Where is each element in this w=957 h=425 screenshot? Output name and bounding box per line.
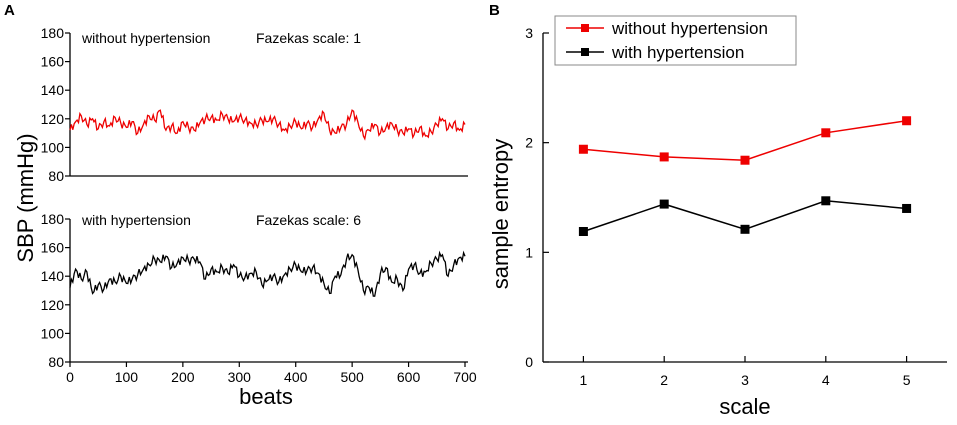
b-series-1-point-1 xyxy=(659,199,669,209)
a-bottom-ytick-label-3: 140 xyxy=(41,268,65,284)
a-top-ytick-label-5: 180 xyxy=(41,25,65,41)
a-x-axis-label: beats xyxy=(239,384,293,409)
panel-a-letter: A xyxy=(4,2,15,19)
b-xtick-label-0: 1 xyxy=(580,372,588,388)
b-series-0-point-0 xyxy=(578,144,588,154)
b-xtick-label-3: 4 xyxy=(822,372,830,388)
legend-label-1: with hypertension xyxy=(611,43,744,62)
a-bottom-y-ticks: 80 100 120 140 160 180 xyxy=(41,211,70,370)
b-series-group xyxy=(578,116,912,236)
a-bottom-series-line xyxy=(69,250,466,297)
b-ytick-label-1: 1 xyxy=(525,244,533,260)
b-xtick-label-1: 2 xyxy=(660,372,668,388)
b-series-line-0 xyxy=(583,119,907,161)
a-bottom-title: with hypertension xyxy=(81,212,191,228)
a-top-annotation: Fazekas scale: 1 xyxy=(256,30,361,46)
a-top-series-line xyxy=(69,109,466,141)
b-ytick-label-3: 3 xyxy=(525,25,533,41)
a-bottom-ytick-label-5: 180 xyxy=(41,211,65,227)
legend-marker-1 xyxy=(581,48,589,56)
a-y-axis-label: SBP (mmHg) xyxy=(13,133,38,262)
a-top-y-ticks: 80 100 120 140 160 180 xyxy=(41,25,70,184)
b-ytick-label-0: 0 xyxy=(525,354,533,370)
a-top-ytick-label-1: 100 xyxy=(41,139,65,155)
b-series-0-point-3 xyxy=(821,128,831,138)
a-bottom-xtick-label-5: 500 xyxy=(340,369,364,385)
b-ytick-label-2: 2 xyxy=(525,135,533,151)
b-y-axis-label: sample entropy xyxy=(488,139,513,289)
legend-marker-0 xyxy=(581,24,589,32)
panel-b-letter: B xyxy=(489,2,500,19)
b-x-axis-label: scale xyxy=(719,394,770,419)
a-bottom-xtick-label-2: 200 xyxy=(171,369,195,385)
a-top-ytick-label-4: 160 xyxy=(41,54,65,70)
a-bottom-xtick-label-6: 600 xyxy=(397,369,421,385)
b-xtick-label-2: 3 xyxy=(741,372,749,388)
a-bottom-annotation: Fazekas scale: 6 xyxy=(256,212,361,228)
a-top-ytick-label-3: 140 xyxy=(41,82,65,98)
a-bottom-xtick-label-7: 700 xyxy=(453,369,477,385)
b-xtick-label-4: 5 xyxy=(903,372,911,388)
a-bottom-xtick-label-4: 400 xyxy=(284,369,308,385)
a-bottom-ytick-label-0: 80 xyxy=(48,354,64,370)
b-series-1-point-3 xyxy=(821,196,831,206)
b-series-1-point-4 xyxy=(902,203,912,213)
b-series-0-point-1 xyxy=(659,152,669,162)
a-top-title: without hypertension xyxy=(81,30,210,46)
a-bottom-x-ticks: 0 100 200 300 400 500 600 700 xyxy=(66,362,477,385)
b-x-ticks: 1 2 3 4 5 xyxy=(580,356,911,388)
a-bottom-xtick-label-1: 100 xyxy=(115,369,139,385)
a-bottom-ytick-label-1: 100 xyxy=(41,325,65,341)
panel-b-chart: 0 1 2 3 1 2 3 4 5 scale sample entropy without … xyxy=(488,15,947,419)
b-y-ticks: 0 1 2 3 xyxy=(525,25,549,370)
legend-label-0: without hypertension xyxy=(611,19,768,38)
b-legend: without hypertension with hypertension xyxy=(554,15,797,66)
b-series-0-point-2 xyxy=(740,155,750,165)
panel-a-bottom-chart: with hypertension Fazekas scale: 6 80 100… xyxy=(41,211,477,409)
a-top-ytick-label-0: 80 xyxy=(48,168,64,184)
a-bottom-xtick-label-3: 300 xyxy=(228,369,252,385)
a-bottom-ytick-label-2: 120 xyxy=(41,297,65,313)
a-bottom-ytick-label-4: 160 xyxy=(41,240,65,256)
panel-a-top-chart: without hypertension Fazekas scale: 1 80… xyxy=(41,25,468,184)
b-series-1-point-0 xyxy=(578,226,588,236)
a-bottom-xtick-label-0: 0 xyxy=(66,369,74,385)
b-legend-box xyxy=(554,15,797,66)
a-top-ytick-label-2: 120 xyxy=(41,111,65,127)
b-series-0-point-4 xyxy=(902,116,912,126)
b-series-1-point-2 xyxy=(740,224,750,234)
